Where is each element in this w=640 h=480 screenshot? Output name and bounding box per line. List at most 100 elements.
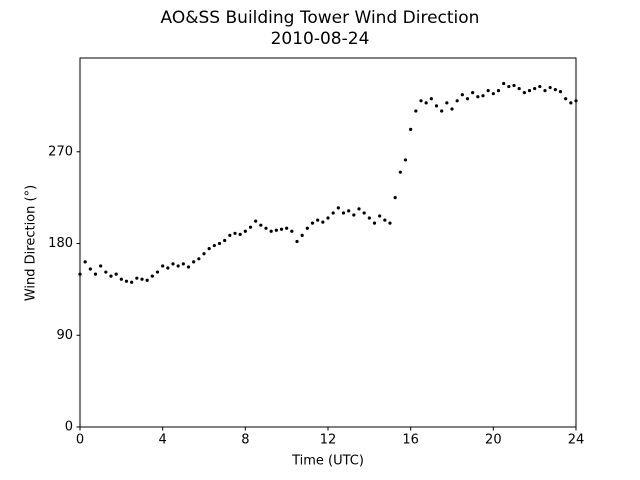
data-point	[533, 86, 537, 91]
data-point	[502, 81, 506, 86]
data-point	[424, 101, 428, 105]
data-point	[445, 101, 449, 105]
data-point	[223, 238, 227, 243]
data-point	[316, 218, 320, 222]
data-point	[83, 260, 87, 264]
y-tick-label: 90	[56, 328, 73, 343]
data-point	[295, 239, 299, 244]
data-point	[310, 221, 315, 225]
data-point	[527, 89, 532, 93]
data-point	[414, 109, 418, 113]
data-point	[78, 272, 82, 276]
data-point	[569, 101, 573, 105]
data-point	[181, 262, 185, 266]
data-point	[171, 262, 175, 266]
y-tick-label: 180	[48, 236, 73, 251]
data-point	[124, 279, 129, 283]
data-point	[352, 213, 356, 217]
data-point	[465, 97, 470, 101]
data-point	[212, 243, 216, 248]
data-point	[269, 229, 273, 233]
data-point	[455, 99, 459, 103]
data-point	[564, 97, 568, 101]
data-point	[150, 274, 154, 278]
data-point	[548, 85, 552, 90]
data-point	[202, 252, 206, 256]
plot-frame	[79, 57, 577, 428]
x-axis-label: Time (UTC)	[291, 454, 364, 469]
data-point	[398, 170, 402, 174]
data-point	[393, 196, 397, 200]
data-point	[264, 226, 268, 230]
data-point	[119, 277, 123, 281]
data-point	[388, 221, 392, 225]
data-point	[140, 277, 144, 281]
data-point	[99, 264, 103, 268]
data-point	[274, 228, 278, 232]
data-point	[279, 227, 284, 231]
x-tick-label: 12	[320, 433, 337, 448]
data-point	[145, 278, 149, 282]
data-point	[419, 99, 423, 103]
y-axis-label: Wind Direction (°)	[24, 185, 39, 301]
data-point	[130, 280, 134, 284]
x-tick-label: 0	[76, 433, 84, 448]
data-point	[166, 266, 170, 270]
data-point	[93, 272, 98, 276]
data-point	[440, 109, 444, 113]
data-point	[228, 233, 232, 237]
chart-title: AO&SS Building Tower Wind Direction	[161, 8, 480, 28]
data-point	[491, 92, 495, 96]
data-point	[285, 226, 289, 230]
x-tick-label: 20	[485, 433, 502, 448]
data-point	[248, 225, 253, 229]
data-point	[460, 93, 464, 97]
data-point	[321, 220, 325, 224]
data-point	[300, 233, 304, 237]
data-point	[192, 260, 196, 264]
data-point	[88, 267, 92, 271]
data-point	[429, 97, 433, 101]
data-point	[161, 264, 165, 268]
x-tick-label: 8	[241, 433, 249, 448]
data-point	[383, 218, 387, 222]
data-point	[496, 89, 501, 93]
data-point	[104, 270, 108, 274]
data-point	[367, 216, 371, 220]
data-point	[217, 241, 222, 246]
x-tick-label: 24	[568, 433, 585, 448]
data-point	[378, 214, 382, 218]
data-point	[109, 274, 113, 278]
data-point	[372, 221, 377, 225]
data-point	[574, 99, 578, 103]
x-tick-label: 16	[402, 433, 419, 448]
data-point	[434, 104, 439, 108]
chart-subtitle: 2010-08-24	[271, 29, 370, 49]
data-point	[512, 83, 516, 88]
data-point	[336, 206, 340, 210]
data-point	[135, 276, 139, 280]
data-point	[522, 91, 526, 95]
data-point	[486, 89, 490, 93]
y-tick-label: 270	[48, 144, 73, 159]
data-point	[331, 211, 335, 215]
data-point	[471, 91, 475, 95]
data-point	[197, 257, 201, 261]
data-point	[558, 90, 563, 94]
data-point	[450, 107, 454, 111]
data-point	[347, 209, 351, 213]
data-point	[155, 270, 160, 274]
data-point	[476, 95, 480, 99]
data-point	[238, 232, 242, 236]
x-tick-label: 4	[159, 433, 167, 448]
data-point	[481, 94, 485, 98]
data-point	[517, 86, 521, 91]
data-point	[176, 264, 180, 268]
data-point	[305, 226, 309, 230]
data-point	[341, 211, 346, 215]
data-point	[538, 84, 542, 89]
data-point	[326, 216, 330, 220]
data-point	[507, 84, 511, 89]
data-point	[290, 229, 294, 233]
